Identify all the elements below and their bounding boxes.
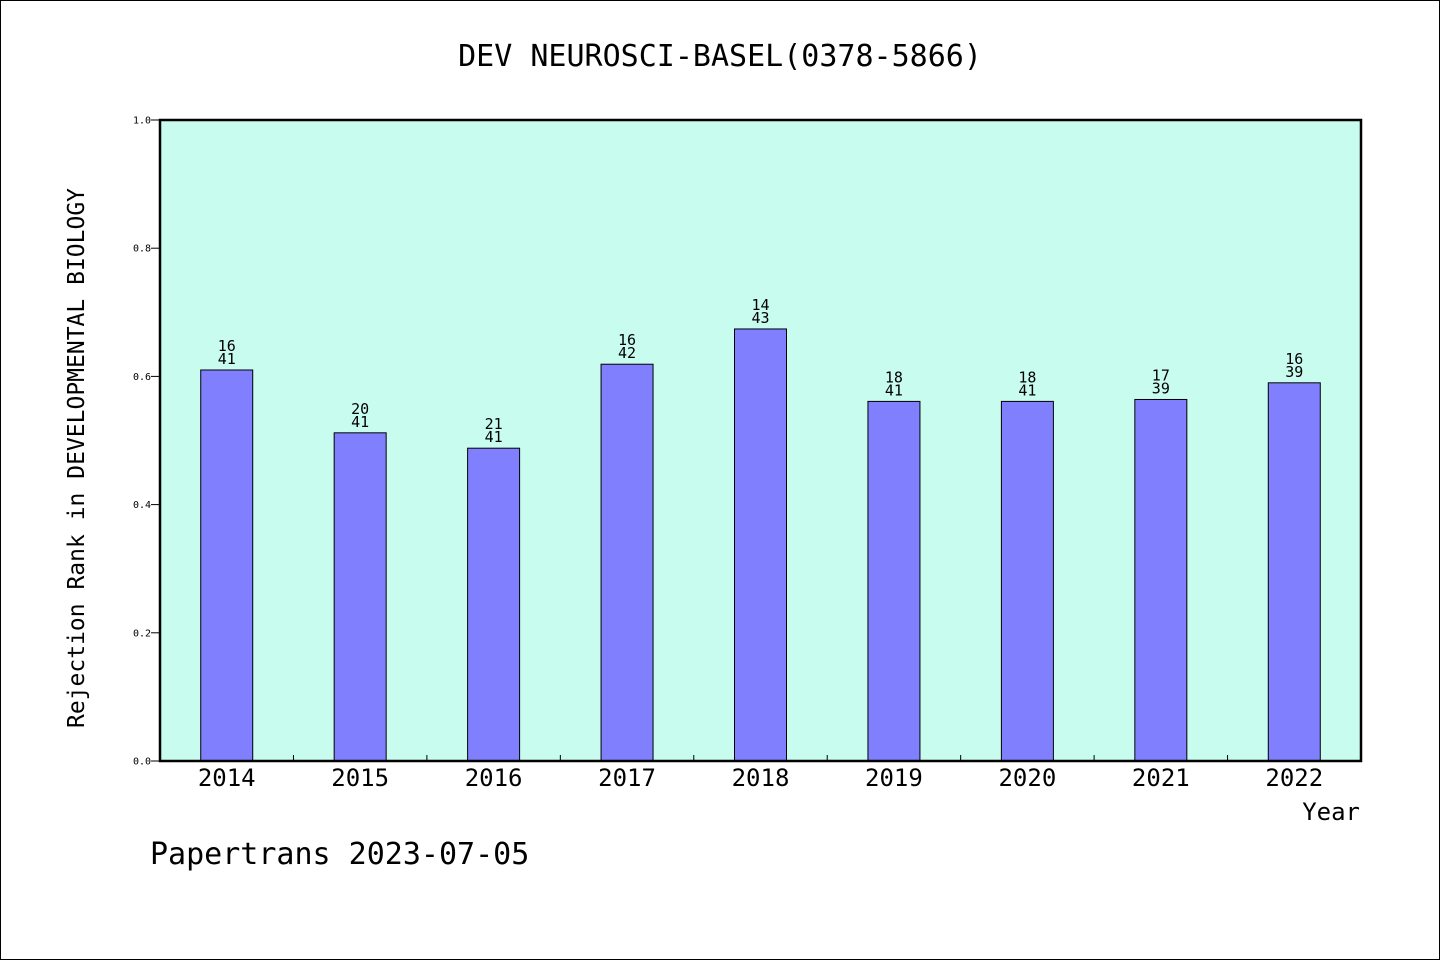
- bar: [333, 432, 387, 762]
- x-axis-label: Year: [1302, 798, 1360, 826]
- y-tick-label: 0.0: [133, 757, 151, 768]
- x-tick-label: 2016: [465, 764, 523, 792]
- bar-rank-label: 14: [751, 296, 769, 314]
- bar-total-label: 43: [751, 309, 769, 327]
- bar-total-label: 41: [1018, 381, 1036, 399]
- bar-rank-label: 16: [618, 331, 636, 349]
- plot-border: [158, 118, 1363, 763]
- x-tick-label: 2014: [198, 764, 256, 792]
- bar-rank-label: 21: [485, 415, 503, 433]
- x-tick-label: 2021: [1132, 764, 1190, 792]
- bar: [734, 328, 787, 762]
- y-tick-label: 0.6: [133, 372, 151, 383]
- bar-total-label: 39: [1152, 379, 1170, 397]
- x-tick-label: 2022: [1265, 764, 1323, 792]
- bar-total-label: 41: [485, 428, 503, 446]
- x-tick-label: 2018: [732, 764, 790, 792]
- bar: [1000, 400, 1054, 762]
- x-tick-label: 2015: [331, 764, 389, 792]
- bar-rank-label: 17: [1152, 366, 1170, 384]
- bar: [1134, 398, 1188, 762]
- y-axis-label: Rejection Rank in DEVELOPMENTAL BIOLOGY: [64, 188, 90, 728]
- bar: [1267, 382, 1321, 762]
- footer-text: Papertrans 2023-07-05: [150, 837, 529, 872]
- bar-rank-label: 20: [351, 400, 369, 418]
- y-tick-label: 0.2: [133, 628, 151, 639]
- bar-total-label: 39: [1285, 363, 1303, 381]
- x-ticks-group: 2014 2015 2016 2017 2018 2019 2020 2021 2022: [198, 755, 1323, 792]
- bar: [600, 363, 654, 762]
- bars-group: [200, 328, 1321, 762]
- y-tick-label: 0.4: [133, 500, 151, 511]
- x-tick-label: 2020: [998, 764, 1056, 792]
- bar: [467, 447, 521, 762]
- bar-total-label: 41: [351, 413, 369, 431]
- chart-title: DEV NEUROSCI-BASEL(0378-5866): [458, 39, 982, 74]
- bar-rank-label: 16: [218, 337, 236, 355]
- y-ticks-group: 0.0 0.2 0.4 0.6 0.8 1.0: [133, 116, 160, 768]
- bar: [200, 369, 254, 762]
- x-tick-label: 2017: [598, 764, 656, 792]
- bar-rank-label: 18: [885, 368, 903, 386]
- bar: [867, 400, 921, 762]
- y-tick-label: 0.8: [133, 244, 151, 255]
- bar-rank-label: 16: [1285, 350, 1303, 368]
- y-tick-label: 1.0: [133, 116, 151, 127]
- bar-total-label: 41: [885, 381, 903, 399]
- bar-total-label: 42: [618, 344, 636, 362]
- x-tick-label: 2019: [865, 764, 923, 792]
- bar-total-label: 41: [218, 350, 236, 368]
- bar-rank-label: 18: [1018, 368, 1036, 386]
